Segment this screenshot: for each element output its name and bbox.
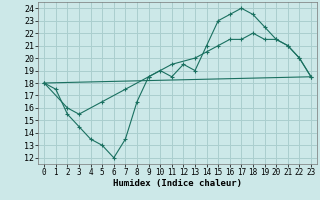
X-axis label: Humidex (Indice chaleur): Humidex (Indice chaleur) [113,179,242,188]
